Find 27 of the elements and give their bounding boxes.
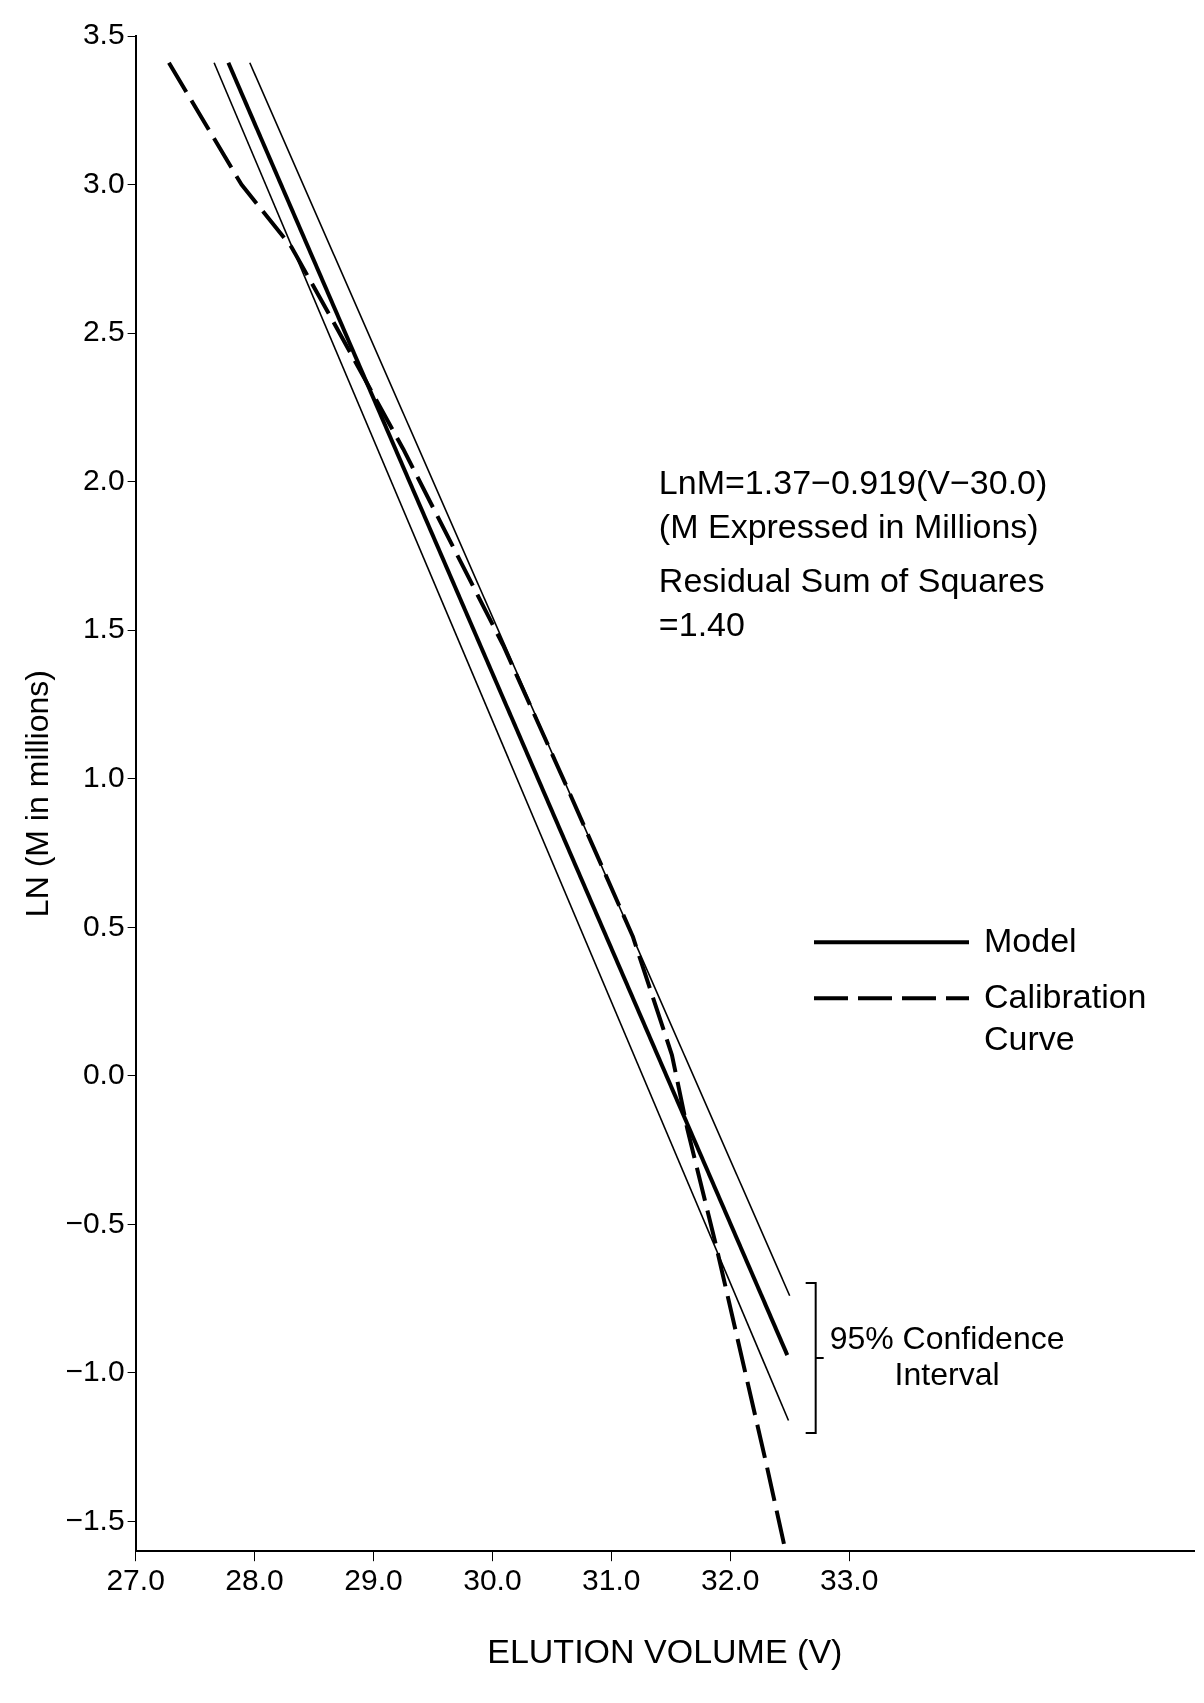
y-tick-label: −1.0 <box>65 1354 125 1388</box>
annotation: Residual Sum of Squares <box>658 560 1045 599</box>
annotation: LnM=1.37−0.919(V−30.0) <box>658 462 1048 501</box>
annotation: (M Expressed in Millions) <box>658 506 1039 545</box>
x-tick-label: 29.0 <box>344 1563 403 1597</box>
legend-label: Model <box>984 920 1077 959</box>
y-axis-title: LN (M in millions) <box>19 670 56 918</box>
y-tick-label: 0.0 <box>82 1057 125 1091</box>
y-tick-label: 1.5 <box>82 611 125 645</box>
y-tick-label: 0.5 <box>82 908 125 942</box>
y-tick-label: −1.5 <box>65 1502 125 1536</box>
x-tick-label: 30.0 <box>463 1563 522 1597</box>
y-tick-label: 3.0 <box>82 165 125 199</box>
x-tick-label: 32.0 <box>701 1563 760 1597</box>
x-axis-title: ELUTION VOLUME (V) <box>487 1631 843 1670</box>
y-tick-label: 3.5 <box>82 17 125 51</box>
y-tick-label: −0.5 <box>65 1205 125 1239</box>
x-tick-label: 31.0 <box>582 1563 641 1597</box>
annotation: =1.40 <box>658 604 745 643</box>
x-tick-label: 27.0 <box>106 1563 165 1597</box>
annotation: 95% Confidence Interval <box>829 1319 1065 1392</box>
x-tick-label: 28.0 <box>225 1563 284 1597</box>
legend-label: Calibration Curve <box>984 976 1147 1057</box>
y-tick-label: 1.0 <box>82 760 125 794</box>
y-tick-label: 2.0 <box>82 462 125 496</box>
x-tick-label: 33.0 <box>819 1563 879 1597</box>
y-tick-label: 2.5 <box>82 314 125 348</box>
